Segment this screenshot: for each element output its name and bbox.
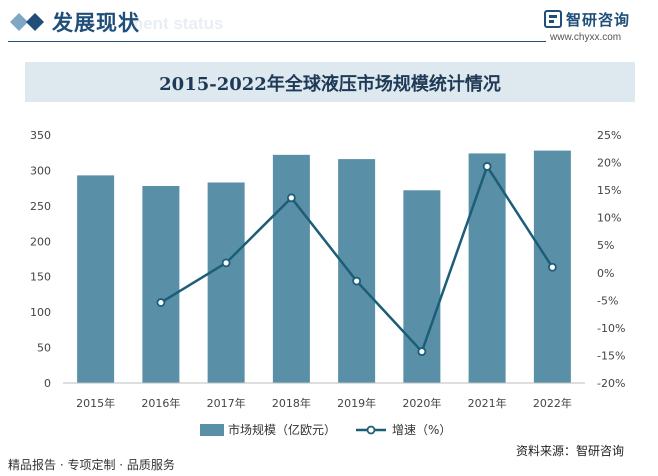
line-point xyxy=(286,193,296,203)
legend-bar-swatch xyxy=(200,424,224,436)
y-axis-right: -20% -15% -10% -5% 0% 5% 10% 15% 20% 25% xyxy=(597,129,625,390)
brand: 智研咨询 www.chyxx.com xyxy=(544,8,644,48)
y-right-tick-label: 25% xyxy=(597,129,621,142)
y-right-tick-label: -20% xyxy=(597,377,625,390)
footer-tagline: 精品报告 · 专项定制 · 品质服务 xyxy=(8,458,175,472)
y-axis-left: 0 50 100 150 200 250 300 350 xyxy=(30,129,51,390)
header-divider xyxy=(8,41,546,42)
y-right-tick-label: -10% xyxy=(597,322,625,335)
x-tick-label: 2017年 xyxy=(207,396,246,410)
y-left-tick-label: 200 xyxy=(30,235,51,248)
brand-url: www.chyxx.com xyxy=(550,32,622,43)
y-left-tick-label: 300 xyxy=(30,164,51,177)
line-point xyxy=(482,162,492,171)
y-right-tick-label: -5% xyxy=(597,294,618,307)
line-point xyxy=(221,258,231,268)
y-left-tick-label: 50 xyxy=(37,342,51,355)
bar xyxy=(77,175,115,383)
y-right-tick-label: 15% xyxy=(597,184,621,197)
bar xyxy=(207,182,245,383)
x-tick-label: 2018年 xyxy=(272,396,311,410)
legend: 市场规模（亿欧元） 增速（%） xyxy=(200,422,451,437)
chart-title-band: 2015-2022年全球液压市场规模统计情况 xyxy=(25,62,635,102)
source-note: 资料来源：智研咨询 xyxy=(516,444,625,458)
bar xyxy=(338,159,376,383)
bar xyxy=(272,154,310,383)
section-title: 发展现状 xyxy=(52,11,140,35)
header: ment status 发展现状 智研咨询 www.chyxx.com xyxy=(0,0,658,48)
legend-line-marker xyxy=(366,425,376,435)
line-series xyxy=(156,162,557,356)
brand-logo-icon xyxy=(544,10,562,28)
y-left-tick-label: 350 xyxy=(30,129,51,142)
double-diamond-icon xyxy=(10,13,44,31)
brand-name: 智研咨询 xyxy=(566,11,631,29)
chart-title: 2015-2022年全球液压市场规模统计情况 xyxy=(159,74,501,95)
y-right-tick-label: 20% xyxy=(597,157,621,170)
x-tick-label: 2020年 xyxy=(402,396,441,410)
x-tick-label: 2022年 xyxy=(533,396,572,410)
y-left-tick-label: 150 xyxy=(30,271,51,284)
y-right-tick-label: -15% xyxy=(597,349,625,362)
y-right-tick-label: 0% xyxy=(597,267,614,280)
legend-line-label: 增速（%） xyxy=(392,423,451,437)
y-left-tick-label: 100 xyxy=(30,306,51,319)
x-tick-label: 2015年 xyxy=(76,396,115,410)
y-left-tick-label: 0 xyxy=(44,377,51,390)
x-tick-label: 2021年 xyxy=(468,396,507,410)
line-point xyxy=(547,262,557,272)
bar xyxy=(468,153,506,383)
y-right-tick-label: 10% xyxy=(597,212,621,225)
x-tick-label: 2019年 xyxy=(337,396,376,410)
x-tick-label: 2016年 xyxy=(141,396,180,410)
y-right-tick-label: 5% xyxy=(597,239,614,252)
header-watermark: ment status xyxy=(128,14,224,33)
line-point xyxy=(352,276,362,286)
legend-bar-label: 市场规模（亿欧元） xyxy=(228,422,336,437)
x-axis: 2015年 2016年 2017年 2018年 2019年 2020年 2021年 2022年 xyxy=(76,396,572,410)
line-point xyxy=(417,347,427,356)
bar xyxy=(142,186,180,383)
line-point xyxy=(156,298,166,307)
bar-series xyxy=(77,150,571,383)
y-left-tick-label: 250 xyxy=(30,200,51,213)
